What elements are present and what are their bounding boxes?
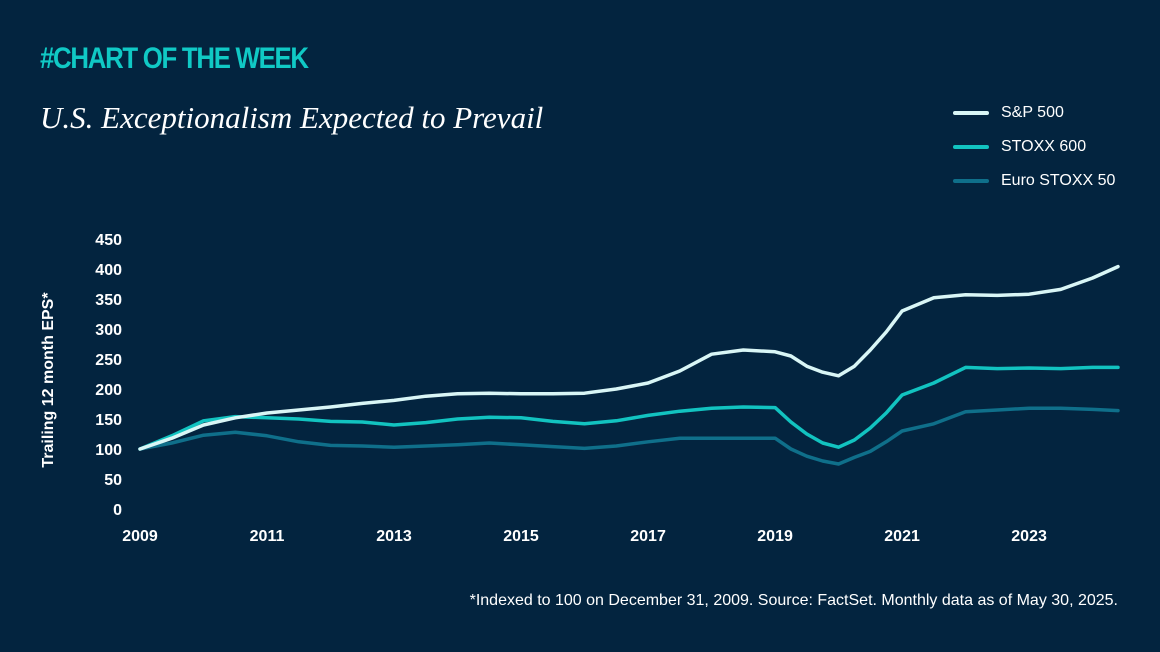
chart-legend: S&P 500 STOXX 600 Euro STOXX 50 (953, 96, 1115, 198)
y-tick-label: 350 (95, 292, 122, 309)
chart-footnote: *Indexed to 100 on December 31, 2009. So… (469, 592, 1118, 609)
legend-label-eurostoxx50: Euro STOXX 50 (1001, 172, 1116, 189)
y-axis-label: Trailing 12 month EPS* (40, 292, 57, 468)
y-tick-label: 50 (104, 472, 122, 489)
y-tick-label: 400 (95, 262, 122, 279)
x-tick-label: 2009 (122, 528, 158, 545)
y-tick-label: 200 (95, 382, 122, 399)
x-tick-label: 2013 (376, 528, 412, 545)
x-tick-label: 2015 (503, 528, 539, 545)
legend-item-stoxx600: STOXX 600 (953, 130, 1115, 164)
y-tick-label: 450 (95, 232, 122, 249)
series-line-euro-stoxx-50 (138, 406, 1120, 466)
y-axis-ticks: 0 50 100 150 200 250 300 350 400 450 (95, 232, 122, 519)
y-tick-label: 250 (95, 352, 122, 369)
x-tick-label: 2021 (884, 528, 920, 545)
legend-swatch-stoxx600 (953, 145, 989, 149)
legend-swatch-eurostoxx50 (953, 179, 989, 183)
series-line-s-p-500 (138, 264, 1120, 451)
x-tick-label: 2011 (250, 528, 285, 545)
x-tick-label: 2017 (630, 528, 666, 545)
legend-item-sp500: S&P 500 (953, 96, 1115, 130)
x-tick-label: 2019 (757, 528, 793, 545)
legend-label-stoxx600: STOXX 600 (1001, 138, 1087, 155)
y-tick-label: 150 (95, 412, 122, 429)
x-tick-label: 2023 (1011, 528, 1047, 545)
x-axis-ticks: 2009 2011 2013 2015 2017 2019 2021 2023 (122, 528, 1047, 545)
y-tick-label: 0 (113, 502, 122, 519)
y-tick-label: 300 (95, 322, 122, 339)
legend-item-eurostoxx50: Euro STOXX 50 (953, 164, 1115, 198)
series-lines (138, 264, 1120, 466)
chart-title: U.S. Exceptionalism Expected to Prevail (40, 100, 544, 135)
series-line-stoxx-600 (138, 365, 1120, 451)
kicker-heading: #CHART OF THE WEEK (40, 42, 309, 75)
legend-label-sp500: S&P 500 (1001, 104, 1064, 121)
legend-swatch-sp500 (953, 111, 989, 115)
y-tick-label: 100 (95, 442, 122, 459)
